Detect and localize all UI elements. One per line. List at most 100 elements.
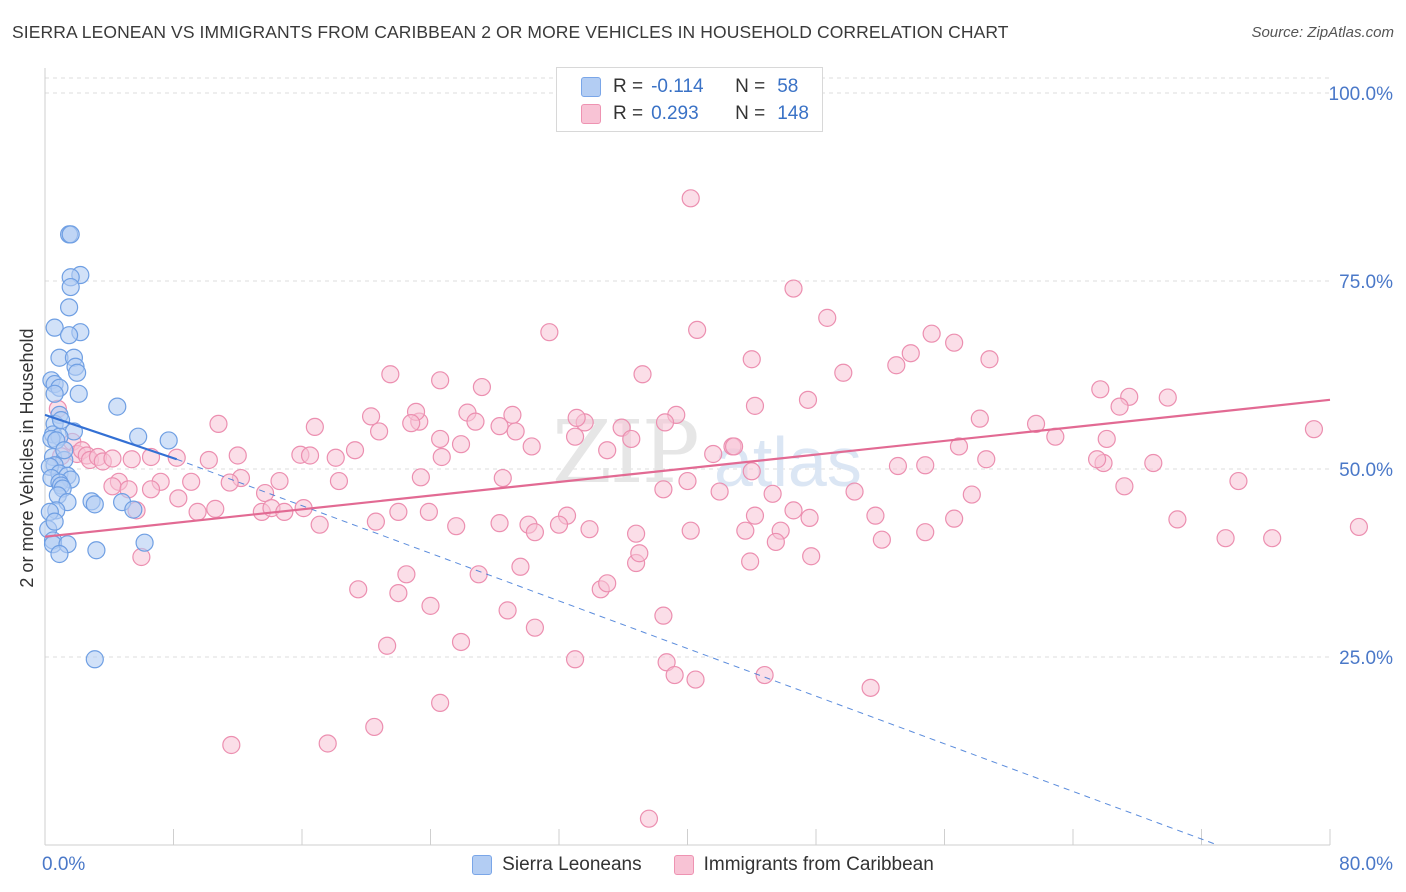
caribbean-point — [665, 665, 684, 685]
caribbean-point — [511, 557, 530, 576]
sierra-leonean-point — [68, 363, 87, 382]
n-label: N = — [735, 103, 766, 124]
caribbean-point — [1087, 450, 1107, 469]
caribbean-point — [498, 601, 517, 620]
caribbean-point — [506, 422, 525, 441]
caribbean-point — [784, 279, 803, 298]
caribbean-point — [710, 482, 729, 501]
series-legend: Sierra Leoneans Immigrants from Caribbea… — [0, 852, 1406, 878]
caribbean-point — [199, 450, 218, 470]
caribbean-point — [949, 437, 969, 456]
caribbean-point — [466, 412, 485, 431]
blue-swatch — [472, 855, 493, 875]
trend-lines — [44, 398, 1331, 846]
legend-row-sierra-leonean: R = -0.114 N = 58 — [581, 75, 798, 99]
caribbean-point — [741, 552, 760, 571]
n-label: N = — [735, 76, 766, 97]
caribbean-points — [48, 189, 1369, 828]
n-value: 58 — [777, 76, 799, 97]
sierra-leonean-point — [61, 225, 80, 244]
caribbean-point — [188, 502, 207, 521]
y-tick-label: 25.0% — [1339, 648, 1393, 669]
caribbean-point — [270, 471, 289, 491]
sierra-leonean-point — [59, 298, 79, 317]
caribbean-point — [525, 523, 545, 542]
caribbean-point — [724, 437, 744, 456]
legend-label: Immigrants from Caribbean — [703, 854, 934, 875]
caribbean-point — [1229, 471, 1248, 491]
r-label: R = — [613, 76, 644, 97]
caribbean-point — [945, 509, 964, 528]
sierra-leonean-point — [129, 427, 148, 446]
caribbean-point — [818, 308, 837, 327]
caribbean-point — [540, 323, 559, 342]
caribbean-point — [305, 417, 324, 437]
caribbean-point — [167, 448, 186, 467]
caribbean-point — [784, 501, 803, 520]
sierra-leonean-point — [85, 495, 104, 514]
caribbean-point — [419, 502, 438, 521]
x-tick-label-max: 80.0% — [1339, 854, 1393, 875]
caribbean-point — [745, 506, 765, 525]
caribbean-point — [1097, 429, 1116, 449]
caribbean-point — [1158, 388, 1177, 407]
caribbean-point — [962, 485, 981, 504]
caribbean-point — [431, 429, 450, 449]
caribbean-point — [365, 717, 384, 737]
caribbean-point — [209, 414, 228, 434]
legend-item-sierra-leoneans: Sierra Leoneans — [472, 854, 642, 876]
caribbean-point — [686, 670, 705, 689]
y-tick-label: 75.0% — [1339, 272, 1393, 293]
caribbean-point — [1216, 529, 1235, 548]
caribbean-point — [802, 547, 821, 566]
sierra-leonean-point — [108, 397, 127, 416]
caribbean-point — [888, 456, 908, 476]
caribbean-point — [745, 396, 765, 415]
caribbean-point — [411, 468, 430, 487]
caribbean-point — [349, 580, 368, 599]
caribbean-trend-line — [44, 398, 1331, 538]
caribbean-point — [421, 596, 440, 615]
caribbean-point — [451, 632, 471, 652]
sierra-leonean-point — [45, 512, 64, 531]
y-tick-label: 50.0% — [1339, 460, 1393, 481]
pink-swatch — [673, 855, 694, 875]
caribbean-point — [472, 377, 491, 397]
caribbean-point — [678, 471, 697, 491]
caribbean-point — [490, 514, 509, 533]
stats-legend: R = -0.114 N = 58 R = 0.293 N = 148 — [556, 67, 823, 132]
caribbean-point — [361, 407, 381, 426]
sierra-leonean-point — [135, 533, 154, 552]
caribbean-point — [681, 189, 700, 208]
caribbean-point — [681, 521, 700, 540]
caribbean-point — [389, 502, 408, 521]
caribbean-point — [397, 565, 416, 584]
y-axis-label: 2 or more Vehicles in Household — [17, 328, 37, 587]
caribbean-point — [255, 483, 275, 503]
legend-row-caribbean: R = 0.293 N = 148 — [581, 102, 809, 126]
caribbean-point — [381, 365, 400, 384]
caribbean-point — [872, 530, 891, 549]
sierra-leonean-point — [59, 326, 79, 345]
caribbean-point — [469, 565, 488, 584]
caribbean-point — [945, 333, 964, 352]
caribbean-point — [657, 653, 676, 672]
caribbean-point — [182, 472, 201, 491]
caribbean-point — [654, 606, 673, 625]
caribbean-point — [766, 532, 785, 552]
caribbean-point — [329, 471, 349, 491]
caribbean-point — [655, 413, 675, 432]
caribbean-point — [431, 371, 450, 390]
r-value: 0.293 — [651, 103, 699, 124]
tick-labels: 25.0% 50.0% 75.0% 100.0% 0.0% 80.0% — [42, 84, 1393, 875]
caribbean-point — [980, 350, 999, 369]
caribbean-point — [798, 390, 818, 409]
n-value: 148 — [777, 103, 809, 124]
caribbean-point — [431, 693, 450, 712]
caribbean-point — [1110, 397, 1129, 416]
caribbean-point — [525, 618, 545, 637]
caribbean-point — [580, 520, 599, 539]
caribbean-point — [688, 320, 707, 340]
source-label: Source: ZipAtlas.com — [1251, 24, 1394, 41]
